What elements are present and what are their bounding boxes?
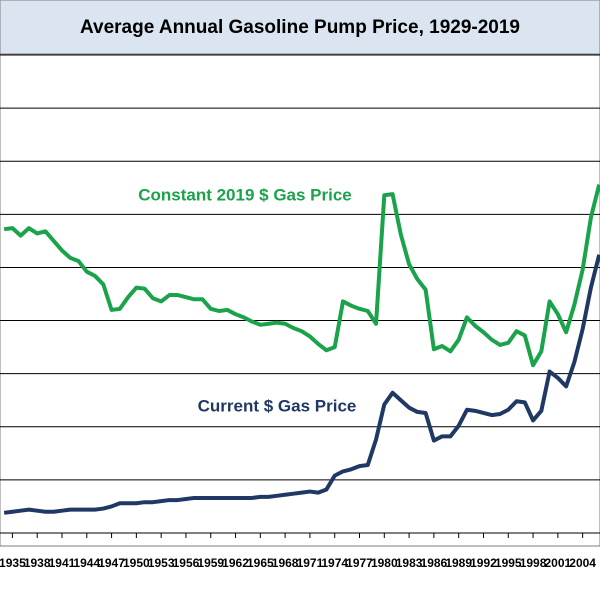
x-tick-label: 1941 — [49, 556, 76, 570]
x-tick-label: 1971 — [297, 556, 324, 570]
x-tick-label: 1965 — [247, 556, 274, 570]
annotation: Constant 2019 $ Gas Price — [138, 185, 352, 204]
x-tick-label: 1968 — [272, 556, 299, 570]
x-tick-label: 1938 — [24, 556, 51, 570]
x-tick-label: 1989 — [445, 556, 472, 570]
x-tick-label: 1977 — [346, 556, 373, 570]
x-tick-label: 1953 — [148, 556, 175, 570]
x-tick-label: 1950 — [123, 556, 150, 570]
x-tick-label: 1974 — [321, 556, 348, 570]
x-tick-label: 1983 — [396, 556, 423, 570]
x-tick-label: 1992 — [470, 556, 497, 570]
x-tick-label: 1962 — [222, 556, 249, 570]
series-line — [3, 254, 600, 515]
x-tick-label: 1980 — [371, 556, 398, 570]
x-tick-label: 2001 — [544, 556, 571, 570]
chart-title: Average Annual Gasoline Pump Price, 1929… — [80, 17, 520, 38]
annotation: Current $ Gas Price — [198, 396, 357, 415]
x-tick-label: 1947 — [98, 556, 125, 570]
x-tick-label: 1956 — [173, 556, 200, 570]
x-tick-label: 1986 — [421, 556, 448, 570]
plot-frame — [0, 53, 600, 547]
series-line — [3, 184, 600, 368]
x-tick-label: 1995 — [495, 556, 522, 570]
x-tick-label: 1935 — [0, 556, 26, 570]
x-tick-label: 1998 — [520, 556, 547, 570]
x-tick-label: 1959 — [197, 556, 224, 570]
x-tick-label: 1944 — [73, 556, 100, 570]
x-tick-label: 2004 — [569, 556, 596, 570]
